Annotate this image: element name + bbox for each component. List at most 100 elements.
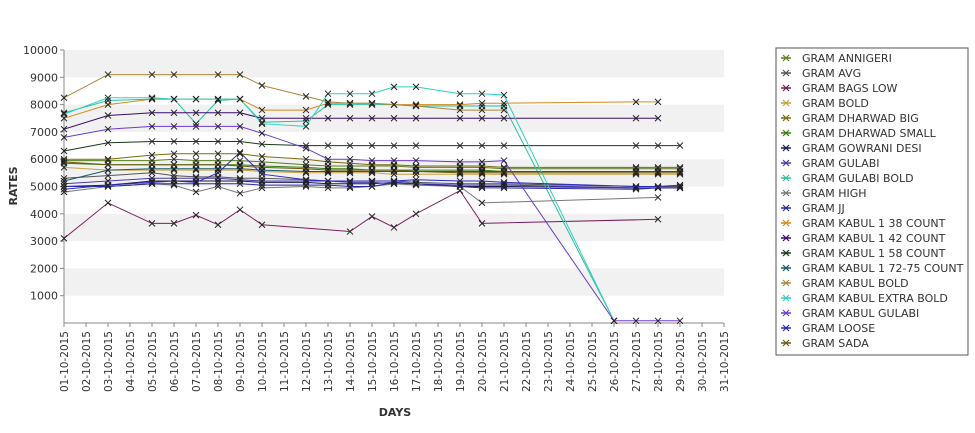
data-point — [654, 317, 662, 325]
x-tick-label: 26-10-2015 — [609, 331, 621, 392]
data-point — [148, 94, 156, 102]
data-point — [632, 142, 640, 149]
data-point — [500, 181, 508, 189]
y-tick-label: 3000 — [30, 235, 58, 248]
data-point — [148, 95, 156, 103]
legend-item: GRAM KABUL 1 38 COUNT — [781, 217, 946, 230]
data-point — [236, 165, 244, 173]
legend-item: GRAM KABUL GULABI — [781, 307, 919, 320]
x-tick-label: 29-10-2015 — [675, 331, 687, 392]
data-point — [478, 177, 486, 185]
legend-marker — [782, 129, 790, 137]
data-point — [170, 71, 178, 78]
series-gram-bags-low — [60, 187, 662, 242]
data-point — [236, 149, 244, 156]
legend-marker — [782, 99, 790, 107]
data-point — [170, 95, 178, 103]
data-point — [302, 176, 310, 184]
legend-item: GRAM KABUL BOLD — [781, 277, 909, 290]
data-point — [302, 165, 310, 173]
data-point — [258, 164, 266, 171]
data-point — [60, 159, 68, 167]
data-point — [236, 138, 244, 145]
x-tick-label: 16-10-2015 — [389, 331, 401, 392]
data-point — [214, 183, 222, 190]
data-point — [60, 177, 68, 185]
data-point — [214, 138, 222, 145]
legend-item: GRAM BAGS LOW — [781, 82, 898, 95]
data-point — [346, 166, 354, 174]
data-point — [654, 114, 662, 122]
data-point — [456, 168, 464, 175]
x-tick-label: 18-10-2015 — [433, 331, 445, 392]
data-point — [478, 90, 486, 98]
data-point — [654, 142, 662, 149]
data-point — [302, 183, 310, 190]
legend-marker — [782, 249, 790, 257]
data-point — [368, 169, 376, 177]
data-point — [500, 170, 508, 178]
data-point — [302, 155, 310, 163]
data-point — [192, 123, 200, 130]
data-point — [192, 188, 200, 196]
data-point — [60, 188, 68, 196]
x-tick-label: 23-10-2015 — [543, 331, 555, 392]
data-point — [390, 166, 398, 174]
x-tick-label: 05-10-2015 — [147, 331, 159, 392]
data-point — [236, 177, 244, 185]
data-point — [104, 181, 112, 189]
legend-marker — [782, 204, 790, 212]
series-gram-loose — [60, 149, 684, 193]
data-point — [214, 109, 222, 117]
data-point — [170, 172, 178, 179]
data-point — [632, 168, 640, 175]
data-point — [302, 168, 310, 175]
data-point — [214, 150, 222, 158]
data-point — [104, 199, 112, 207]
series-line — [63, 151, 681, 190]
data-point — [60, 109, 68, 117]
data-point — [478, 220, 486, 227]
data-point — [324, 166, 332, 174]
x-tick-label: 17-10-2015 — [411, 331, 423, 392]
data-point — [346, 184, 354, 192]
legend-marker — [782, 54, 790, 62]
data-point — [368, 142, 376, 149]
data-point — [456, 180, 464, 188]
data-point — [654, 168, 662, 175]
x-tick-label: 15-10-2015 — [367, 331, 379, 392]
legend-item: GRAM SADA — [781, 337, 869, 350]
data-point — [170, 161, 178, 169]
data-point — [148, 109, 156, 117]
data-point — [60, 110, 68, 118]
data-point — [456, 142, 464, 149]
legend-item: GRAM ANNIGERI — [781, 52, 892, 65]
data-point — [632, 317, 640, 325]
data-point — [170, 220, 178, 227]
data-point — [478, 99, 486, 107]
data-point — [456, 158, 464, 166]
data-point — [192, 120, 200, 128]
data-point — [368, 157, 376, 164]
legend-item: GRAM GOWRANI DESI — [781, 142, 922, 155]
data-point — [500, 169, 508, 177]
legend-marker — [782, 174, 790, 182]
data-point — [632, 184, 640, 192]
series-gram-kabul-bold — [60, 71, 508, 114]
x-axis-label: DAYS — [379, 406, 412, 419]
x-tick-label: 21-10-2015 — [499, 331, 511, 392]
data-point — [478, 166, 486, 174]
data-point — [478, 142, 486, 149]
data-point — [148, 166, 156, 174]
y-tick-label: 4000 — [30, 208, 58, 221]
data-point — [368, 168, 376, 175]
data-point — [192, 211, 200, 219]
data-point — [390, 157, 398, 164]
data-point — [214, 97, 222, 104]
legend-label: GRAM ANNIGERI — [802, 52, 892, 65]
data-point — [60, 183, 68, 190]
data-point — [236, 71, 244, 78]
y-tick-label: 6000 — [30, 153, 58, 166]
data-point — [170, 180, 178, 188]
